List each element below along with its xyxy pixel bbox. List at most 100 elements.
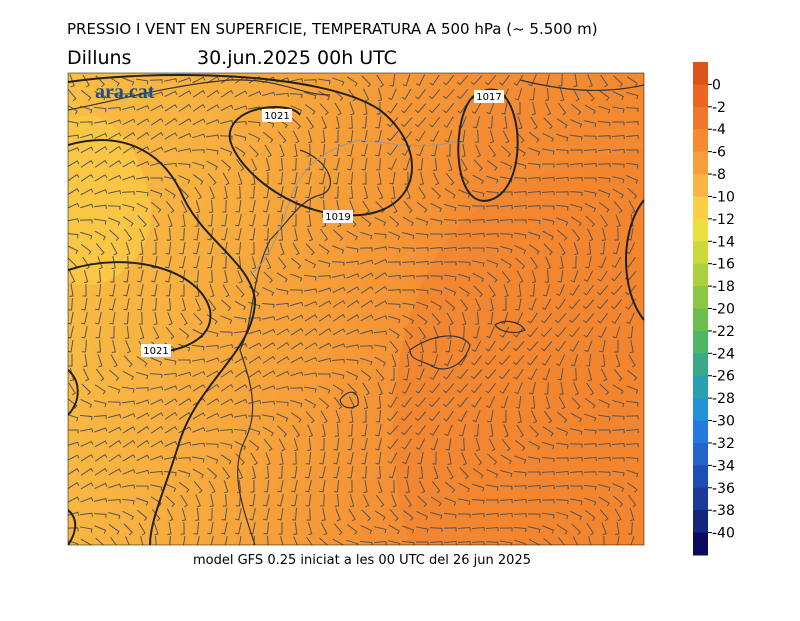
wind-barb [583, 270, 594, 283]
day: Dilluns [67, 47, 131, 69]
wind-barb [248, 132, 261, 143]
wind-barb [597, 471, 611, 476]
map [68, 73, 644, 545]
wind-barb [626, 385, 639, 394]
wind-barb [361, 75, 371, 88]
wind-barb [570, 412, 582, 423]
wind-barb [418, 480, 426, 494]
wind-barb [220, 90, 234, 98]
wind-barb [136, 356, 148, 367]
colorbar-segment [693, 151, 708, 175]
wind-barb [346, 246, 359, 253]
wind-barb [334, 423, 339, 437]
wind-barb [94, 453, 108, 462]
wind-barb [96, 339, 101, 353]
wind-barb [261, 302, 275, 309]
wind-barb [123, 269, 130, 283]
wind-barb [318, 90, 330, 101]
wind-barb [221, 214, 228, 227]
wind-barb [220, 343, 234, 349]
wind-barb [444, 203, 457, 212]
wind-barb [573, 382, 579, 396]
wind-barb [192, 89, 206, 98]
wind-barb [428, 397, 441, 408]
wind-barb [68, 326, 74, 339]
wind-barb [415, 275, 429, 280]
wind-barb [529, 87, 536, 101]
wind-barb [307, 213, 312, 227]
wind-barb [80, 497, 94, 503]
wind-barb [68, 429, 79, 434]
wind-barb [405, 186, 411, 200]
wind-barb [293, 536, 298, 545]
wind-barb [207, 467, 218, 479]
wind-barb [248, 369, 262, 378]
wind-barb [499, 527, 513, 532]
wind-barb [292, 130, 300, 144]
wind-barb [291, 186, 298, 199]
wind-barb [500, 454, 512, 465]
wind-barb [401, 260, 415, 266]
wind-barb [235, 453, 245, 466]
wind-barb [192, 397, 206, 406]
wind-barb [248, 342, 262, 350]
wind-barb [237, 466, 244, 480]
wind-barb [237, 270, 243, 284]
wind-barbs [68, 73, 639, 545]
wind-barb [81, 312, 88, 325]
wind-barb [346, 230, 358, 241]
wind-barb [178, 118, 192, 126]
wind-barb [123, 355, 133, 368]
wind-barb [391, 494, 397, 508]
colorbar-label: -10 [712, 189, 735, 205]
wind-barb [390, 479, 395, 493]
wind-barb [625, 149, 639, 154]
wind-barb [317, 373, 331, 378]
wind-barb [304, 288, 318, 293]
wind-barb [446, 466, 454, 480]
wind-barb [415, 382, 426, 394]
wind-barb [443, 233, 457, 238]
wind-barb [558, 73, 563, 87]
wind-barb [321, 508, 326, 522]
wind-barb [545, 102, 552, 116]
wind-barb [108, 440, 122, 448]
wind-barb [514, 382, 523, 395]
wind-barb [278, 438, 286, 452]
wind-barb [514, 161, 527, 170]
wind-barb [429, 130, 440, 143]
wind-barb [122, 105, 136, 111]
wind-barb [150, 132, 164, 140]
wind-barb [334, 185, 339, 199]
wind-barb [457, 247, 471, 252]
wind-barb [542, 525, 555, 534]
wind-barb [249, 522, 256, 535]
wind-barb [180, 521, 185, 535]
wind-barb [135, 485, 149, 490]
wind-barb [122, 454, 136, 462]
wind-barb [611, 312, 622, 324]
wind-barb [164, 398, 178, 406]
wind-barb [206, 370, 220, 378]
wind-barb [559, 382, 564, 396]
wind-barb [502, 130, 510, 144]
wind-barb [499, 219, 513, 224]
wind-barb [164, 483, 177, 492]
wind-barb [346, 76, 358, 87]
wind-barb [513, 204, 527, 210]
wind-barb [597, 176, 611, 183]
wind-barb [80, 399, 93, 409]
wind-barb [306, 116, 315, 130]
wind-barb [457, 232, 471, 238]
wind-barb [391, 185, 396, 199]
wind-barb [265, 452, 271, 466]
wind-barb [485, 218, 499, 224]
wind-barb [332, 313, 346, 322]
wind-barb [628, 354, 636, 368]
wind-barb [500, 470, 513, 478]
wind-barb [457, 410, 468, 422]
wind-barb [513, 191, 527, 196]
wind-barb [136, 412, 150, 420]
wind-barb [598, 201, 610, 213]
label-box [262, 109, 292, 122]
